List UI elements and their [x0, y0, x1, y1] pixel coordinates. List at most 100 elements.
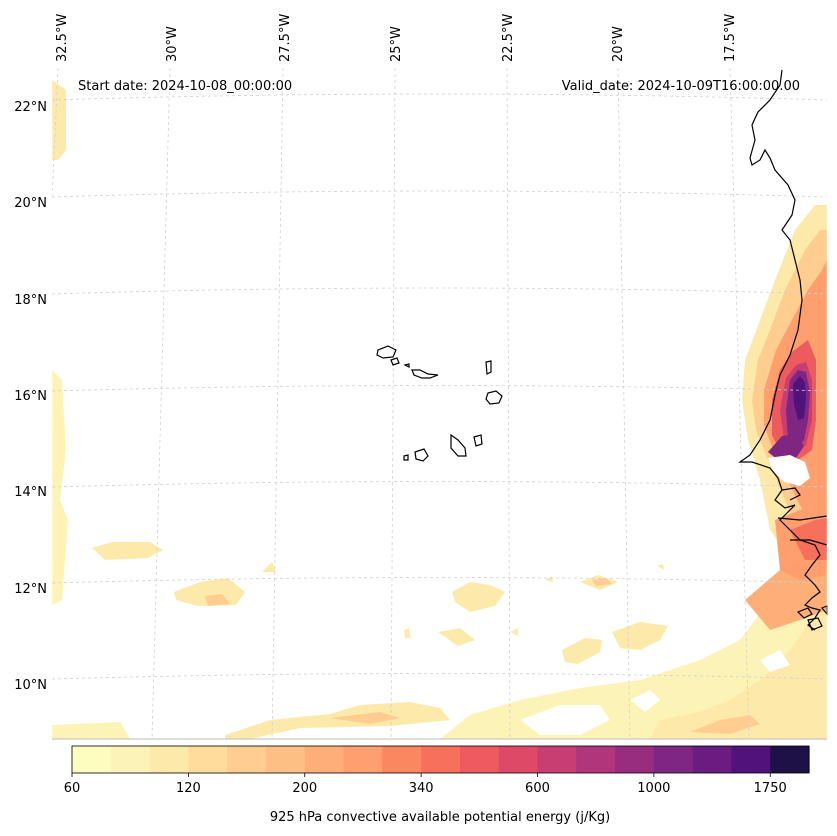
colorbar-swatch: [653, 746, 694, 773]
grid-lat-14: [51, 481, 828, 488]
cape-blob-10: [612, 622, 668, 650]
colorbar-swatches: [72, 746, 810, 773]
cape-verde-santo-antao: [376, 345, 397, 359]
lat-label-12: 12°N: [14, 582, 47, 597]
colorbar-tick-label: 1000: [637, 781, 670, 796]
lon-label-17-5: 17.5°W: [723, 14, 738, 62]
cape-verde-santiago: [450, 433, 467, 457]
colorbar: 60 120 200 340 600 1000 1750 925 hPa convectiv…: [64, 745, 810, 825]
cape-blob-9: [562, 638, 602, 664]
cape-region-west-edge-north: [52, 80, 66, 160]
grid-lat-18: [51, 287, 828, 295]
cape-blob-11: [657, 564, 664, 570]
gambia-river: [777, 515, 828, 521]
gambia-coast: [781, 487, 801, 501]
cape-hole-3: [760, 650, 790, 672]
lat-label-20: 20°N: [14, 196, 47, 211]
grid-lon-17-5: [729, 67, 750, 740]
colorbar-tick-label: 200: [292, 781, 317, 796]
cape-verde-fogo: [414, 448, 429, 462]
colorbar-title: 925 hPa convective available potential e…: [270, 810, 610, 825]
colorbar-swatch: [421, 746, 461, 773]
cape-region-southeast-band: [440, 540, 827, 739]
grid-lon-27-5: [271, 67, 284, 740]
cape-hole-4: [768, 455, 810, 486]
grid-lon-20: [617, 67, 631, 740]
lat-label-16: 16°N: [14, 389, 47, 404]
lon-label-32-5: 32.5°W: [55, 14, 70, 62]
colorbar-swatch: [343, 746, 383, 773]
gridlines: [51, 67, 828, 740]
cape-region-south-band: [52, 722, 130, 739]
lat-label-18: 18°N: [14, 293, 47, 308]
latitude-labels: 22°N 20°N 18°N 16°N 14°N 12°N 10°N: [14, 100, 47, 693]
colorbar-swatch: [731, 746, 771, 773]
cape-region-southeast-band-3: [690, 715, 760, 734]
cape-blob-6: [438, 628, 475, 646]
cape-blob-4: [452, 582, 505, 612]
colorbar-swatch: [265, 746, 306, 773]
lat-label-10: 10°N: [14, 678, 47, 693]
cape-blob-2b: [205, 594, 230, 606]
colorbar-swatch: [459, 746, 500, 773]
grid-lon-22-5: [506, 67, 511, 740]
cape-blob-12: [510, 628, 518, 636]
cape-verde-santa-luzia: [403, 363, 410, 368]
coastlines: [376, 69, 828, 631]
cape-region-south-band-2: [225, 702, 450, 739]
cape-blob-7: [545, 576, 553, 582]
lon-label-27-5: 27.5°W: [278, 14, 293, 62]
colorbar-ticks: 60 120 200 340 600 1000 1750: [64, 773, 787, 796]
cape-verde-sao-nicolau: [411, 369, 439, 379]
lat-label-22: 22°N: [14, 100, 47, 115]
grid-lon-30: [151, 67, 171, 740]
grid-lat-10: [51, 673, 828, 680]
cape-blob-5b: [592, 578, 612, 586]
grid-lon-32-5: [51, 67, 59, 201]
start-date-text: Start date: 2024-10-08_00:00:00: [78, 79, 292, 94]
colorbar-swatch: [692, 746, 733, 773]
colorbar-tick-label: 60: [64, 781, 81, 796]
colorbar-swatch: [770, 746, 810, 773]
cape-verde-brava: [403, 454, 409, 461]
valid-date-text: Valid_date: 2024-10-09T16:00:00.00: [562, 79, 800, 94]
cape-blob-3: [262, 562, 276, 572]
lon-label-20: 20°W: [611, 26, 626, 62]
cape-region-west-edge-mid: [52, 370, 68, 605]
lon-label-30: 30°W: [165, 26, 180, 62]
map-panel: [51, 67, 828, 740]
colorbar-tick-label: 1750: [754, 781, 787, 796]
colorbar-swatch: [498, 746, 539, 773]
cape-hole-1: [520, 705, 610, 735]
colorbar-swatch: [615, 746, 655, 773]
colorbar-tick-label: 600: [525, 781, 550, 796]
colorbar-tick-label: 120: [176, 781, 201, 796]
grid-lat-22: [51, 93, 828, 101]
cape-verde-maio: [473, 434, 483, 447]
cape-blob-1: [92, 542, 163, 560]
colorbar-swatch: [188, 746, 228, 773]
cape-verde-sal: [485, 360, 492, 375]
cape-region-south-band-3: [330, 712, 400, 724]
casamance-river: [790, 539, 828, 546]
colorbar-swatch: [110, 746, 151, 773]
lat-label-14: 14°N: [14, 485, 47, 500]
lon-label-22-5: 22.5°W: [501, 14, 516, 62]
cape-blob-2: [174, 578, 245, 606]
lon-label-25: 25°W: [389, 26, 404, 62]
africa-coastline: [738, 69, 821, 631]
grid-lat-20: [51, 190, 828, 198]
grid-lat-16: [51, 385, 828, 392]
colorbar-swatch: [72, 746, 112, 773]
cape-verde-boa-vista: [485, 390, 503, 405]
cape-region-east-coast-core4: [793, 376, 806, 420]
colorbar-frame: [71, 745, 810, 774]
cape-hole-2: [630, 690, 660, 712]
colorbar-swatch: [304, 746, 345, 773]
colorbar-swatch: [576, 746, 616, 773]
grid-lon-25: [390, 67, 396, 740]
map-background: [52, 68, 827, 739]
cape-verde-sao-vicente: [390, 357, 400, 366]
colorbar-swatch: [227, 746, 267, 773]
